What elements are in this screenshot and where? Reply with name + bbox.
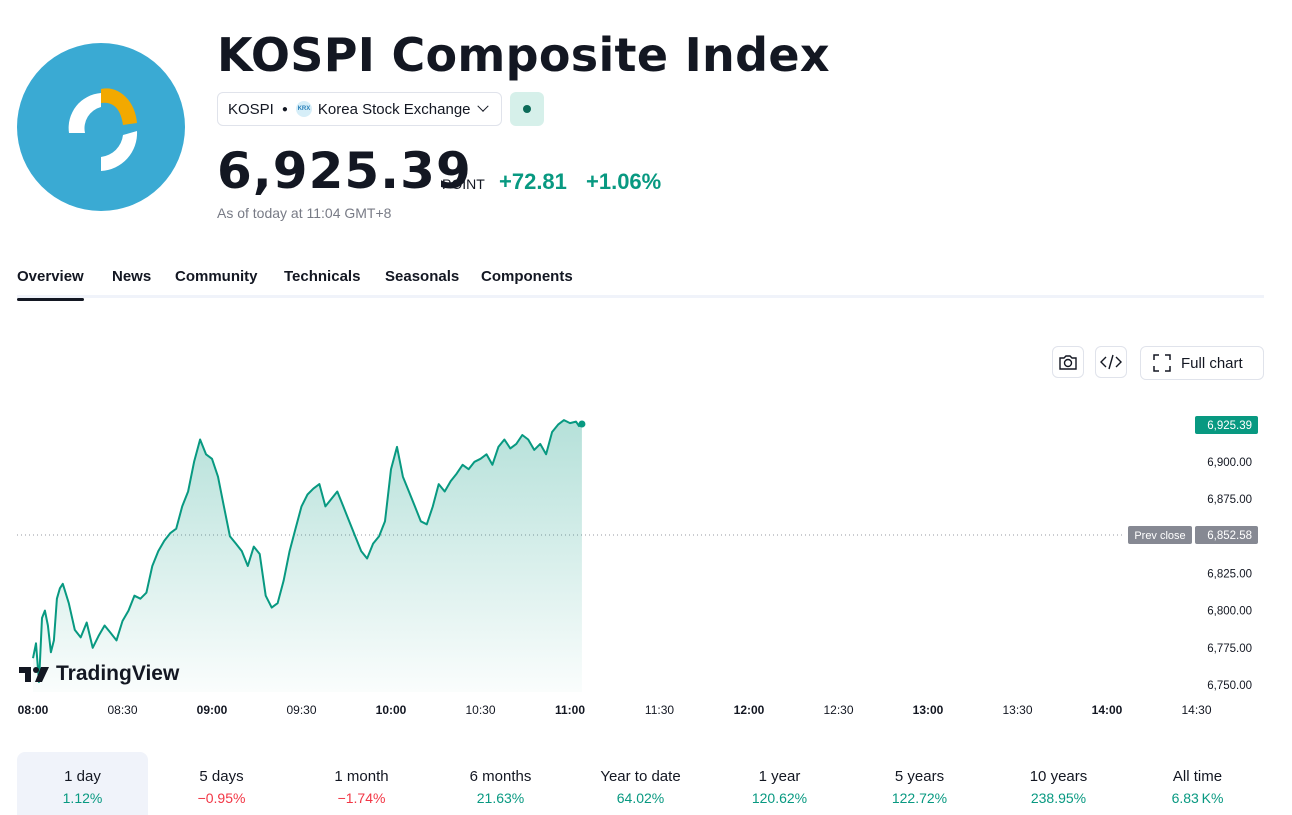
price-change-percent: +1.06% (586, 169, 662, 194)
last-price-badge (1195, 416, 1258, 434)
x-tick-label: 09:00 (197, 703, 228, 717)
symbol-label: KOSPI (228, 100, 274, 118)
period-button[interactable]: 1 day 1.12% (17, 752, 148, 815)
separator-dot: ● (281, 103, 288, 115)
full-chart-label: Full chart (1181, 354, 1243, 372)
period-label: Year to date (600, 768, 681, 785)
y-tick-label: 6,775.00 (1207, 643, 1252, 655)
period-change: 21.63% (476, 790, 525, 806)
camera-icon (1059, 355, 1077, 370)
x-tick-label: 08:00 (18, 703, 49, 717)
x-tick-label: 11:00 (555, 703, 585, 717)
embed-button[interactable] (1095, 346, 1127, 378)
tradingview-logo-icon (19, 667, 49, 682)
period-button[interactable]: 5 days −0.95% (156, 752, 287, 815)
x-tick-label: 13:30 (1002, 703, 1032, 717)
period-label: 1 year (758, 768, 801, 785)
x-tick-label: 09:30 (286, 703, 316, 717)
period-label: 5 days (199, 768, 244, 785)
tab-overview[interactable]: Overview (17, 268, 84, 301)
price-chart[interactable]: 6,900.00 6,875.00 6,825.00 6,800.00 6,775.00… (0, 390, 1292, 730)
period-button[interactable]: 1 year 120.62% (714, 752, 845, 815)
period-label: 6 months (469, 768, 532, 785)
period-change: 122.72% (891, 790, 948, 806)
period-label: 1 month (334, 768, 389, 785)
x-axis: 08:00 08:30 09:00 09:30 10:00 10:30 11:00 11:30… (18, 703, 1212, 717)
tab-news[interactable]: News (112, 268, 152, 285)
period-button[interactable]: 5 years 122.72% (854, 752, 985, 815)
y-tick-label: 6,800.00 (1207, 606, 1252, 618)
period-button[interactable]: Year to date 64.02% (575, 752, 706, 815)
x-tick-label: 08:30 (107, 703, 137, 717)
x-tick-label: 14:00 (1092, 703, 1123, 717)
x-tick-label: 13:00 (913, 703, 944, 717)
prev-close-badge (1195, 526, 1258, 544)
price-unit: POINT (442, 176, 485, 192)
period-button[interactable]: 6 months 21.63% (435, 752, 566, 815)
period-button[interactable]: All time 6.83 K% (1132, 752, 1263, 815)
x-tick-label: 12:30 (823, 703, 853, 717)
prev-close-value: 6,852.58 (1207, 530, 1252, 542)
period-change: 6.83 K% (1171, 790, 1224, 806)
x-tick-label: 14:30 (1181, 703, 1211, 717)
x-tick-label: 11:30 (645, 703, 674, 717)
period-change: −1.74% (337, 790, 386, 806)
as-of-timestamp: As of today at 11:04 GMT+8 (217, 205, 392, 221)
period-button[interactable]: 10 years 238.95% (993, 752, 1124, 815)
chevron-down-icon (476, 100, 489, 112)
period-change: 238.95% (1030, 790, 1087, 806)
last-price-label: 6,925.39 (1207, 420, 1252, 432)
y-tick-label: 6,900.00 (1207, 457, 1252, 469)
last-price-dot (578, 420, 586, 428)
expand-icon (1153, 354, 1171, 372)
performance-periods: 1 day 1.12% 5 days −0.95% 1 month −1.74% 6 mon… (17, 752, 1264, 815)
snapshot-button[interactable] (1052, 346, 1084, 378)
price-change: +72.81 (499, 169, 567, 194)
krx-exchange-icon: KRX (295, 101, 312, 117)
period-change: 64.02% (616, 790, 665, 806)
prev-close-tag-label: Prev close (1134, 530, 1185, 542)
x-tick-label: 12:00 (734, 703, 765, 717)
tab-components[interactable]: Components (481, 268, 573, 285)
current-price: 6,925.39 (217, 142, 472, 200)
tab-technicals[interactable]: Technicals (284, 268, 361, 285)
period-button[interactable]: 1 month −1.74% (296, 752, 427, 815)
tab-seasonals[interactable]: Seasonals (385, 268, 460, 285)
prev-close-tag (1128, 526, 1192, 544)
tradingview-watermark: TradingView (19, 662, 179, 686)
period-change: 1.12% (62, 790, 103, 806)
page-title: KOSPI Composite Index (217, 28, 830, 82)
period-label: All time (1172, 768, 1223, 785)
y-axis: 6,900.00 6,875.00 6,825.00 6,800.00 6,775.00… (1207, 457, 1252, 692)
period-label: 10 years (1029, 768, 1088, 785)
x-tick-label: 10:00 (376, 703, 407, 717)
exchange-selector[interactable]: KOSPI ● KRX Korea Stock Exchange (217, 92, 502, 126)
period-change: −0.95% (197, 790, 246, 806)
exchange-label: Korea Stock Exchange (317, 100, 471, 118)
tab-community[interactable]: Community (175, 268, 258, 285)
y-tick-label: 6,750.00 (1207, 680, 1252, 692)
price-line (32, 419, 583, 683)
kospi-logo (17, 43, 185, 211)
market-status-button[interactable] (510, 92, 544, 126)
section-tabs: Overview News Community Technicals Seaso… (17, 268, 1264, 301)
market-open-dot-icon (523, 105, 531, 113)
period-label: 1 day (64, 768, 101, 785)
period-label: 5 years (894, 768, 945, 785)
x-tick-label: 10:30 (465, 703, 495, 717)
tradingview-wordmark: TradingView (56, 662, 180, 685)
period-change: 120.62% (751, 790, 808, 806)
price-area-fill (33, 420, 582, 692)
y-tick-label: 6,875.00 (1207, 494, 1252, 506)
y-tick-label: 6,825.00 (1207, 568, 1252, 580)
code-icon (1100, 354, 1122, 370)
kospi-logo-icon (68, 88, 138, 171)
full-chart-button[interactable]: Full chart (1140, 346, 1264, 380)
